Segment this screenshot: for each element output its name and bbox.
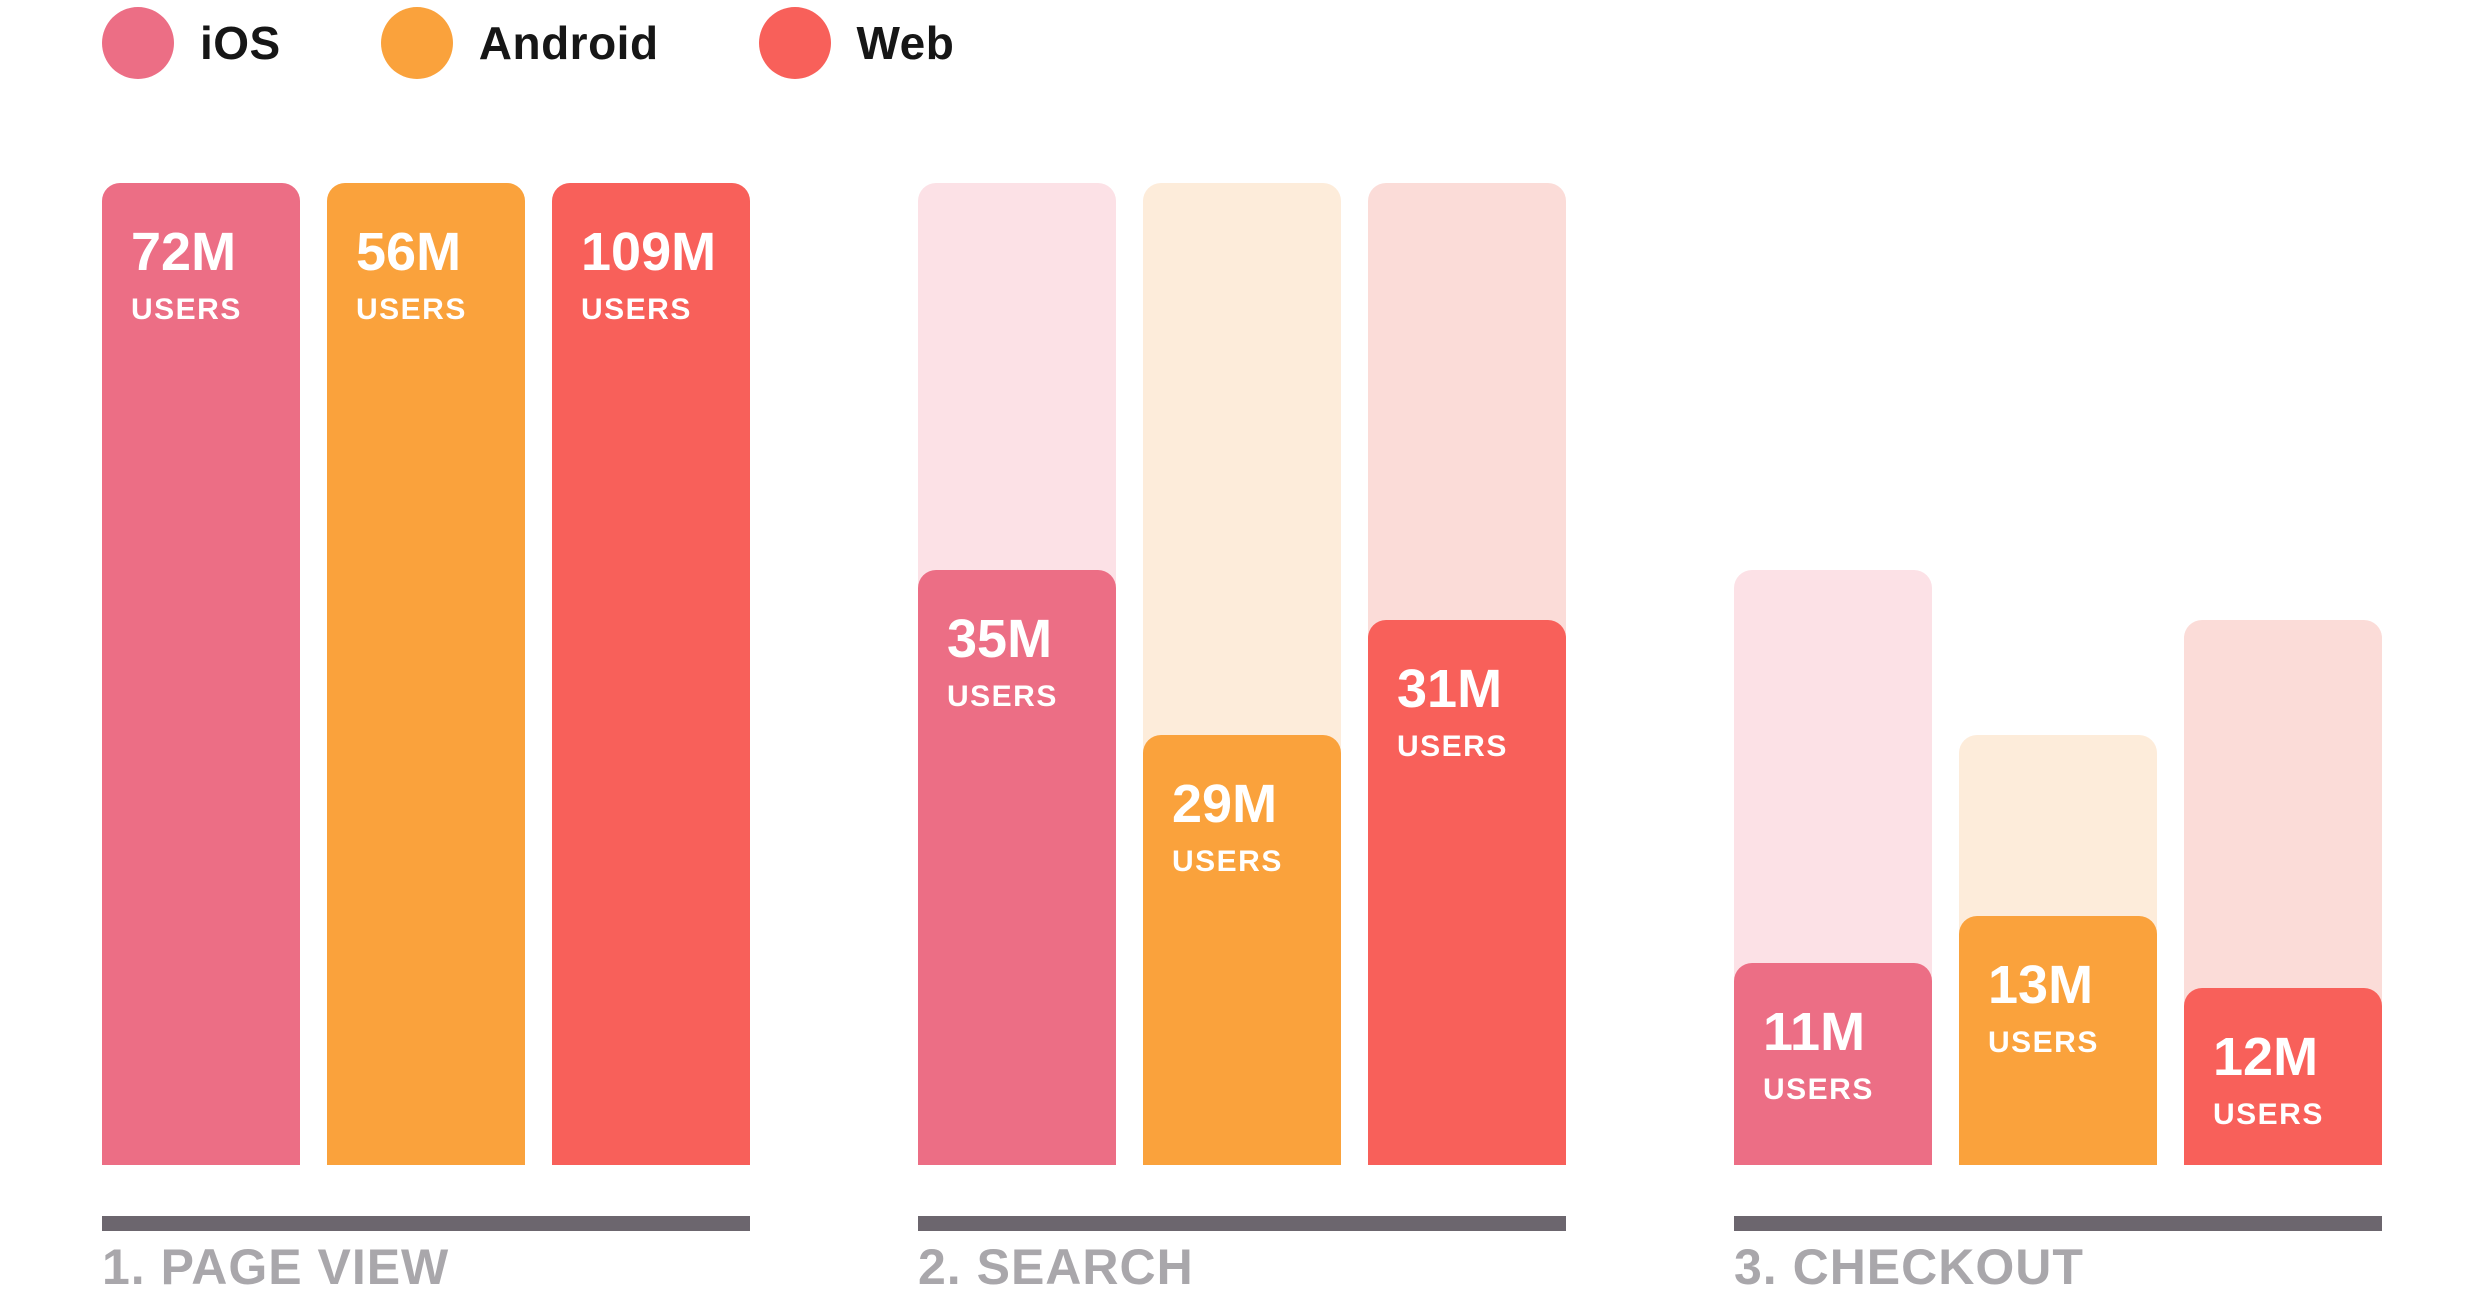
- legend-label-ios: iOS: [200, 17, 281, 69]
- bar-slot-web-checkout: 12M USERS: [2184, 183, 2382, 1165]
- bar-ios-checkout: 11M USERS: [1734, 962, 1932, 1165]
- bar-android-checkout: 13M USERS: [1959, 915, 2157, 1165]
- legend-item-android: Android: [380, 7, 659, 79]
- stage-label-search: 2. SEARCH: [918, 1239, 1194, 1290]
- bar-value-label: 13M: [1988, 954, 2094, 1015]
- bar-web-page-view: 109M USERS: [552, 183, 750, 1165]
- stage-axis: [918, 1216, 1566, 1231]
- bar-web-search: 31M USERS: [1368, 620, 1566, 1165]
- bar-slot-ios-page-view: 72M USERS: [102, 183, 300, 1165]
- bar-users-label: USERS: [356, 293, 467, 326]
- bar-users-label: USERS: [1172, 844, 1283, 878]
- bar-users-label: USERS: [947, 679, 1058, 713]
- bar-users-label: USERS: [131, 293, 242, 326]
- legend-label-android: Android: [478, 17, 659, 69]
- bar-slot-android-search: 29M USERS: [1143, 183, 1341, 1165]
- legend-dot-ios: [102, 7, 174, 79]
- bar-web-checkout: 12M USERS: [2184, 988, 2382, 1165]
- stage-checkout: 11M USERS 13M USERS 12M USERS 3. CHECK: [1734, 183, 2382, 1290]
- stage-axis: [1734, 1216, 2382, 1231]
- bar-value-label: 35M: [947, 608, 1053, 669]
- stage-page-view-bars: 72M USERS 56M USERS 109M USERS: [102, 183, 750, 1165]
- bar-users-label: USERS: [1988, 1025, 2099, 1059]
- bar-value-label: 109M: [581, 222, 717, 282]
- bar-value-label: 29M: [1172, 773, 1278, 834]
- bar-android-page-view: 56M USERS: [327, 183, 525, 1165]
- bar-slot-ios-search: 35M USERS: [918, 183, 1116, 1165]
- bar-slot-ios-checkout: 11M USERS: [1734, 183, 1932, 1165]
- bar-android-search: 29M USERS: [1143, 734, 1341, 1165]
- bar-value-label: 12M: [2213, 1027, 2319, 1088]
- stage-page-view: 72M USERS 56M USERS 109M USERS 1. PAGE: [102, 183, 750, 1290]
- stage-search: 35M USERS 29M USERS 31M USERS 2. SEARC: [918, 183, 1566, 1290]
- legend-item-web: Web: [758, 7, 955, 79]
- stage-axis: [102, 1216, 750, 1231]
- bar-value-label: 31M: [1397, 659, 1503, 719]
- bar-users-label: USERS: [581, 293, 692, 326]
- stage-checkout-bars: 11M USERS 13M USERS 12M USERS: [1734, 183, 2382, 1165]
- bar-ios-page-view: 72M USERS: [102, 183, 300, 1165]
- legend: iOS Android Web: [102, 7, 954, 79]
- bar-slot-android-page-view: 56M USERS: [327, 183, 525, 1165]
- bar-value-label: 11M: [1763, 1001, 1866, 1062]
- stage-label-checkout: 3. CHECKOUT: [1734, 1239, 2084, 1290]
- bar-users-label: USERS: [1763, 1072, 1874, 1106]
- bar-users-label: USERS: [2213, 1098, 2324, 1132]
- legend-dot-web: [758, 7, 831, 79]
- stage-search-bars: 35M USERS 29M USERS 31M USERS: [918, 183, 1566, 1165]
- legend-dot-android: [380, 7, 453, 79]
- bar-value-label: 56M: [356, 222, 462, 282]
- bar-slot-web-page-view: 109M USERS: [552, 183, 750, 1165]
- bar-ios-search: 35M USERS: [918, 569, 1116, 1165]
- bar-value-label: 72M: [131, 222, 237, 282]
- legend-item-ios: iOS: [102, 7, 281, 79]
- bar-slot-android-checkout: 13M USERS: [1959, 183, 2157, 1165]
- legend-label-web: Web: [856, 17, 955, 69]
- stage-label-page-view: 1. PAGE VIEW: [102, 1239, 450, 1290]
- bar-slot-web-search: 31M USERS: [1368, 183, 1566, 1165]
- bar-users-label: USERS: [1397, 730, 1508, 763]
